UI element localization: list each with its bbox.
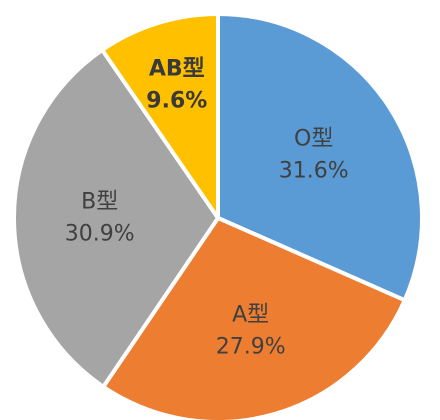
slices-layer <box>12 12 424 420</box>
pie-slice-o <box>216 12 424 303</box>
pie-slice-o-name-label: O型 <box>294 127 333 152</box>
pie-slice-b <box>12 48 220 389</box>
labels-layer: O型 31.6% A型 27.9% B型 30.9% AB型 9.6% <box>65 57 349 360</box>
pie-slice-a-percent-label: 27.9% <box>216 335 286 360</box>
pie-slice-a <box>101 216 407 420</box>
pie-slice-o-percent-label: 31.6% <box>279 159 349 184</box>
pie-slice-a-name-label: A型 <box>232 303 269 328</box>
pie-slice-ab-name-label: AB型 <box>149 57 205 82</box>
pie-slice-ab <box>100 12 220 220</box>
pie-slice-b-name-label: B型 <box>81 189 118 214</box>
pie-slice-ab-percent-label: 9.6% <box>146 89 207 114</box>
pie-slice-b-percent-label: 30.9% <box>65 221 135 246</box>
